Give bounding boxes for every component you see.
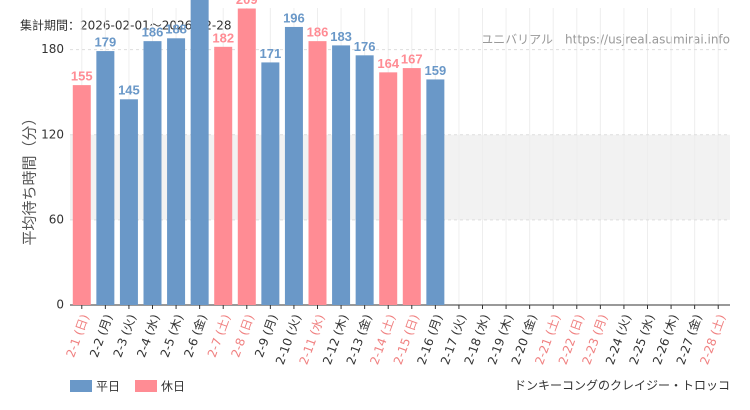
value-label: 183 — [330, 29, 352, 44]
value-label: 176 — [354, 39, 376, 54]
bar — [96, 51, 115, 306]
legend-label: 平日 — [96, 380, 120, 394]
value-label: 196 — [283, 10, 305, 25]
bar — [190, 0, 209, 305]
value-label: 167 — [401, 52, 423, 67]
value-label: 145 — [118, 83, 140, 98]
y-axis-label: 平均待ち時間（分） — [21, 110, 39, 245]
value-label: 188 — [165, 22, 187, 37]
source: ユニバリアル https://usjreal.asumirai.info — [481, 33, 730, 47]
bar — [402, 68, 421, 306]
value-label: 155 — [71, 69, 93, 84]
caption: ドンキーコングのクレイジー・トロッコ — [514, 379, 730, 393]
bar — [332, 45, 351, 305]
value-label: 179 — [95, 35, 117, 50]
value-label: 159 — [425, 63, 447, 78]
y-tick-label: 120 — [41, 127, 64, 141]
y-tick-label: 180 — [41, 42, 64, 56]
bar — [284, 26, 303, 305]
bar — [72, 85, 91, 306]
value-label: 171 — [260, 46, 282, 61]
y-tick-label: 60 — [49, 212, 64, 226]
value-label: 209 — [236, 0, 258, 7]
value-label: 182 — [212, 30, 234, 45]
legend-label: 休日 — [161, 380, 185, 394]
bar — [355, 55, 374, 306]
bar — [379, 72, 398, 305]
bar — [237, 8, 256, 306]
bar — [214, 46, 233, 305]
value-label: 186 — [307, 25, 329, 40]
bar — [261, 62, 280, 305]
y-tick-label: 0 — [56, 298, 64, 312]
legend-swatch — [70, 380, 92, 392]
legend-swatch — [135, 380, 157, 392]
bar — [426, 79, 445, 305]
bar — [308, 41, 327, 306]
bar — [143, 41, 162, 306]
bar — [167, 38, 186, 305]
bar — [119, 99, 138, 305]
value-label: 164 — [377, 56, 399, 71]
chart-title: 集計期間：2026-02-01～2026-02-28 — [20, 18, 231, 33]
value-label: 186 — [142, 25, 164, 40]
